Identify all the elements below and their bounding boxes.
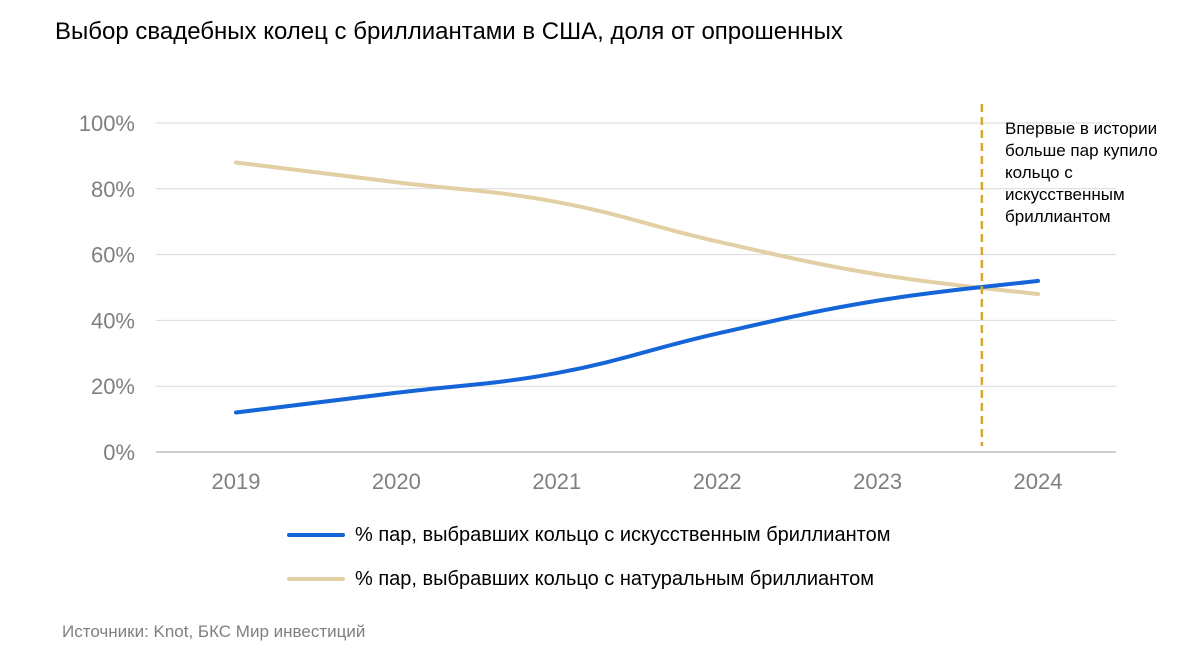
- y-tick-label: 100%: [79, 111, 135, 136]
- series-line-natural: [234, 160, 1040, 297]
- series-lines: [234, 160, 1040, 415]
- gridlines: [156, 122, 1116, 453]
- series-line-synthetic: [234, 278, 1040, 415]
- chart-title: Выбор свадебных колец с бриллиантами в С…: [55, 18, 843, 45]
- y-tick-label: 20%: [91, 374, 135, 399]
- y-tick-label: 60%: [91, 243, 135, 268]
- x-tick-label: 2021: [532, 469, 581, 494]
- legend-label-synthetic: % пар, выбравших кольцо с искусственным …: [355, 523, 891, 546]
- y-tick-labels: 0% 20% 40% 60% 80% 100%: [79, 111, 135, 465]
- legend-swatch-synthetic: [287, 533, 345, 537]
- legend: % пар, выбравших кольцо с искусственным …: [287, 520, 890, 594]
- annotation-text: Впервые в истории больше пар купило коль…: [1005, 119, 1158, 226]
- x-tick-label: 2020: [372, 469, 421, 494]
- legend-label-natural: % пар, выбравших кольцо с натуральным бр…: [355, 567, 875, 590]
- y-tick-label: 80%: [91, 177, 135, 202]
- y-tick-label: 40%: [91, 308, 135, 333]
- legend-swatch-natural: [287, 577, 345, 581]
- x-tick-label: 2022: [693, 469, 742, 494]
- source-note: Источники: Knot, БКС Мир инвестиций: [62, 622, 366, 641]
- x-tick-label: 2023: [853, 469, 902, 494]
- x-tick-label: 2019: [212, 469, 261, 494]
- x-tick-labels: 2019 2020 2021 2022 2023 2024: [212, 469, 1063, 494]
- y-tick-label: 0%: [103, 440, 135, 465]
- x-tick-label: 2024: [1014, 469, 1063, 494]
- legend-item-natural: % пар, выбравших кольцо с натуральным бр…: [287, 564, 890, 594]
- legend-item-synthetic: % пар, выбравших кольцо с искусственным …: [287, 520, 890, 550]
